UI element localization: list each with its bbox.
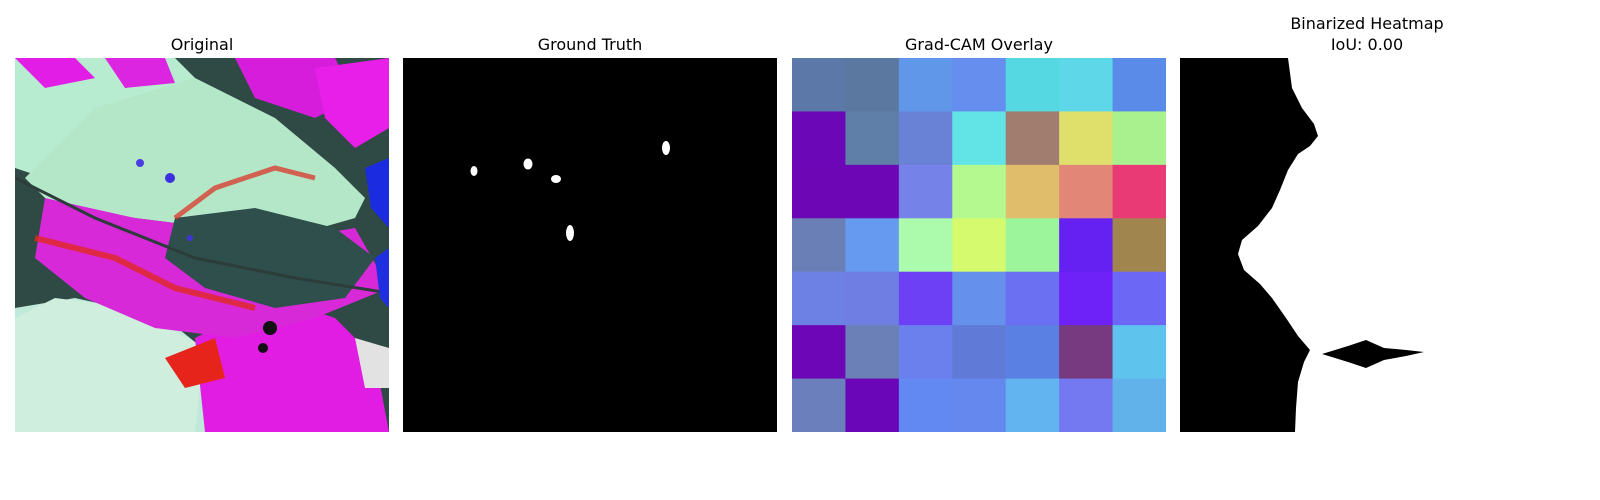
gradcam-cell (845, 325, 900, 380)
gradcam-cell (845, 164, 900, 219)
gradcam-cell (898, 164, 953, 219)
binarized-heatmap (1180, 58, 1554, 432)
gradcam-cell (898, 218, 953, 273)
gradcam-cell (898, 271, 953, 326)
gradcam-cell (845, 378, 900, 432)
gradcam-cell (952, 58, 1007, 112)
gradcam-cell (1059, 271, 1114, 326)
gradcam-cell (845, 271, 900, 326)
gradcam-cell (1005, 271, 1060, 326)
gradcam-cell (1005, 111, 1060, 166)
original-title: Original (170, 35, 234, 54)
gradcam-cell (1005, 164, 1060, 219)
ground-truth-svg (403, 58, 777, 432)
gradcam-cell (1059, 378, 1114, 432)
gradcam-cell (952, 164, 1007, 219)
gradcam-cell (1059, 111, 1114, 166)
gradcam-cell (952, 378, 1007, 432)
gradcam-cell (952, 271, 1007, 326)
gradcam-cell (792, 58, 846, 112)
gradcam-cell (952, 218, 1007, 273)
gradcam-cell (1112, 271, 1166, 326)
gradcam-cell (898, 378, 953, 432)
original-image-svg (15, 58, 389, 432)
gradcam-cell (792, 218, 846, 273)
gt-spot (551, 175, 561, 183)
binarized-title: Binarized Heatmap IoU: 0.00 (1180, 13, 1554, 55)
gt-spot (662, 141, 670, 155)
ground-truth-mask (403, 58, 777, 432)
gradcam-cell (845, 58, 900, 112)
gt-spot (566, 225, 574, 241)
gradcam-cell (1005, 218, 1060, 273)
gradcam-cell (952, 325, 1007, 380)
gradcam-cell (1005, 58, 1060, 112)
gradcam-cell (1059, 164, 1114, 219)
gradcam-cell (792, 164, 846, 219)
gradcam-cell (1059, 325, 1114, 380)
gradcam-cell (898, 58, 953, 112)
gradcam-grid-svg (792, 58, 1166, 432)
gradcam-cell (1112, 58, 1166, 112)
gradcam-cell (1005, 378, 1060, 432)
gradcam-cell (845, 111, 900, 166)
ground-truth-title: Ground Truth (537, 35, 643, 54)
binarized-region (1180, 58, 1318, 432)
gradcam-cell (1059, 58, 1114, 112)
gradcam-cell (792, 325, 846, 380)
gradcam-cell (792, 271, 846, 326)
iou-label: IoU: 0.00 (1330, 35, 1404, 54)
binarized-svg (1180, 58, 1554, 432)
gradcam-cell (1112, 325, 1166, 380)
gt-spot (523, 158, 533, 170)
binarized-region (1322, 340, 1424, 368)
gradcam-cell (1112, 111, 1166, 166)
gradcam-cell (1059, 218, 1114, 273)
gradcam-cell (792, 378, 846, 432)
gradcam-cell (792, 111, 846, 166)
gradcam-cell (1112, 218, 1166, 273)
binarized-title-line1: Binarized Heatmap (1290, 14, 1444, 33)
gradcam-cell (845, 218, 900, 273)
gradcam-cell (1112, 378, 1166, 432)
original-image (15, 58, 389, 432)
gradcam-cell (898, 111, 953, 166)
gradcam-title: Grad-CAM Overlay (905, 35, 1053, 54)
gradcam-overlay (792, 58, 1166, 432)
gradcam-cell (1112, 164, 1166, 219)
gradcam-cell (952, 111, 1007, 166)
gradcam-cell (1005, 325, 1060, 380)
gradcam-cell (898, 325, 953, 380)
gt-spot (470, 166, 478, 176)
